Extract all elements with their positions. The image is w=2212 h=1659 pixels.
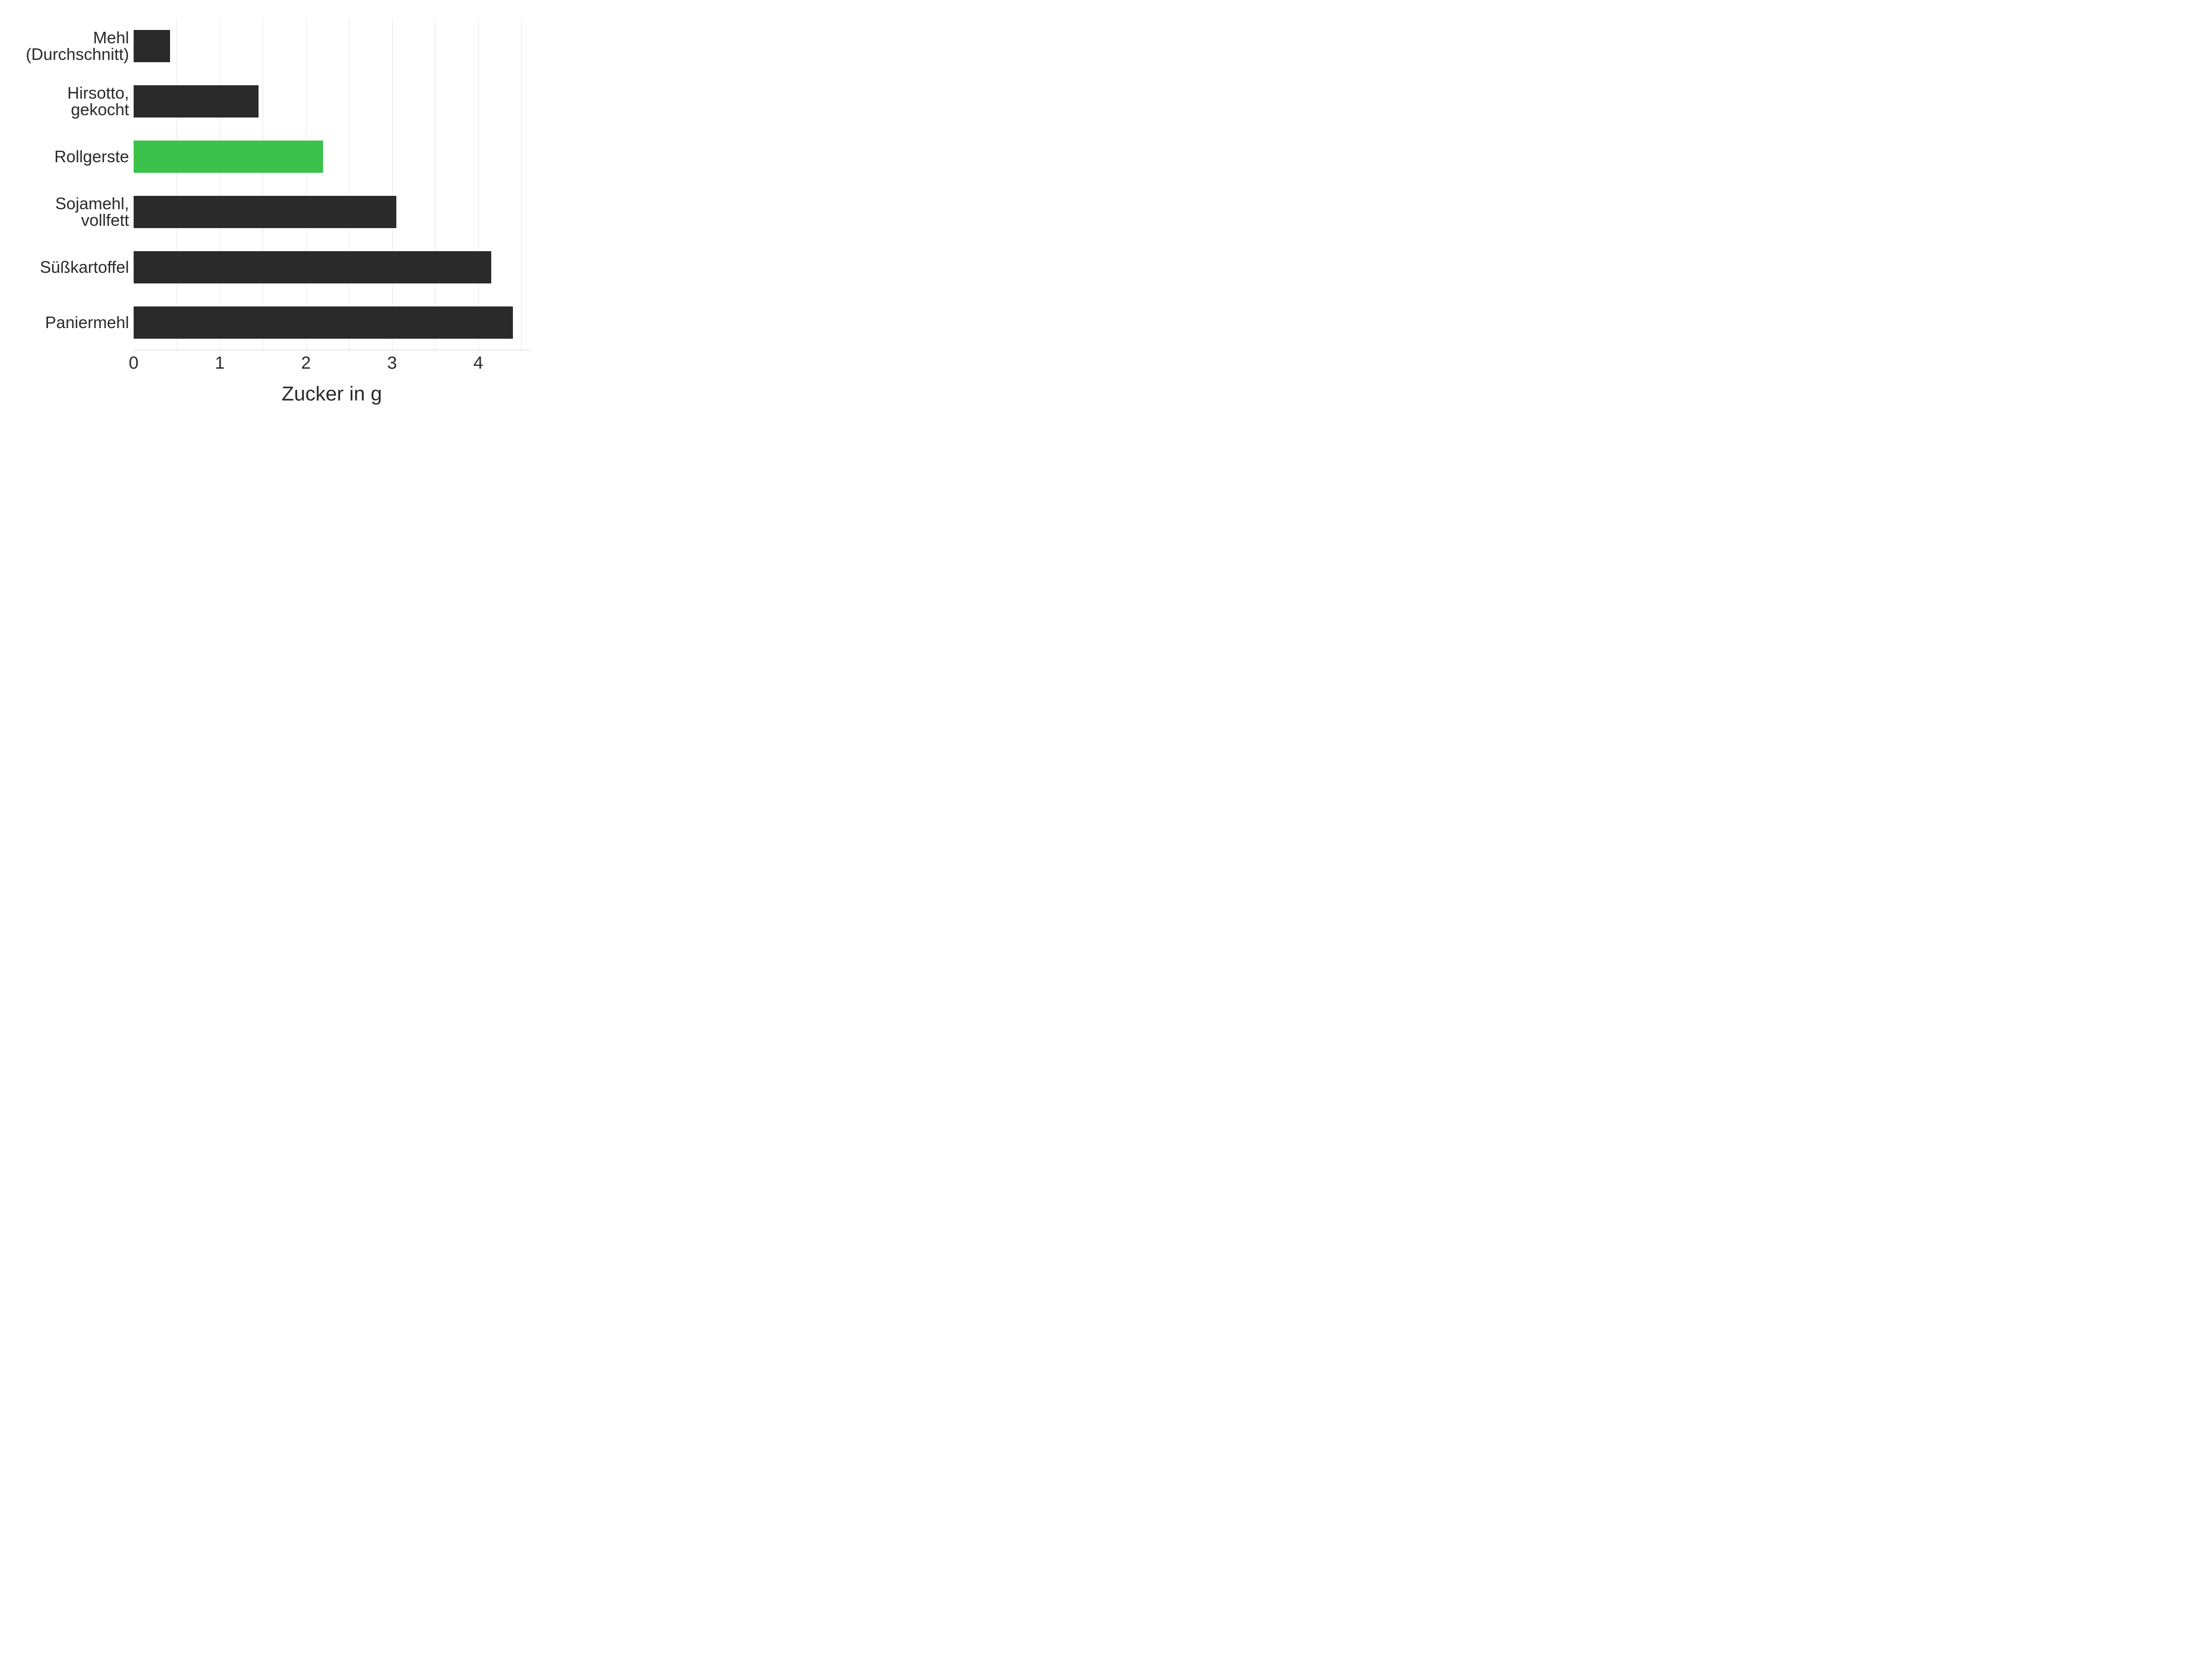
gridline [478,18,479,350]
x-tick-label: 1 [215,353,224,373]
bar [134,30,170,62]
y-axis-label: Rollgerste [5,148,129,165]
y-axis-label: Süßkartoffel [5,259,129,276]
x-tick-label: 0 [129,353,138,373]
bar [134,85,259,118]
bar [134,251,491,283]
plot-area [134,18,530,350]
y-axis-label: Mehl (Durchschnitt) [5,29,129,63]
y-axis-label: Paniermehl [5,314,129,331]
gridline [176,18,177,350]
bar [134,196,396,228]
bar-chart: Mehl (Durchschnitt) Hirsotto, gekocht Roll… [0,0,553,415]
x-tick-label: 4 [473,353,483,373]
y-axis-label: Sojamehl, vollfett [5,195,129,229]
bar [134,141,323,173]
x-tick-label: 3 [387,353,397,373]
bar [134,306,513,339]
gridline [521,18,522,350]
x-axis-title: Zucker in g [134,382,530,406]
y-axis-label: Hirsotto, gekocht [5,85,129,118]
gridline [392,18,393,350]
x-tick-label: 2 [301,353,311,373]
